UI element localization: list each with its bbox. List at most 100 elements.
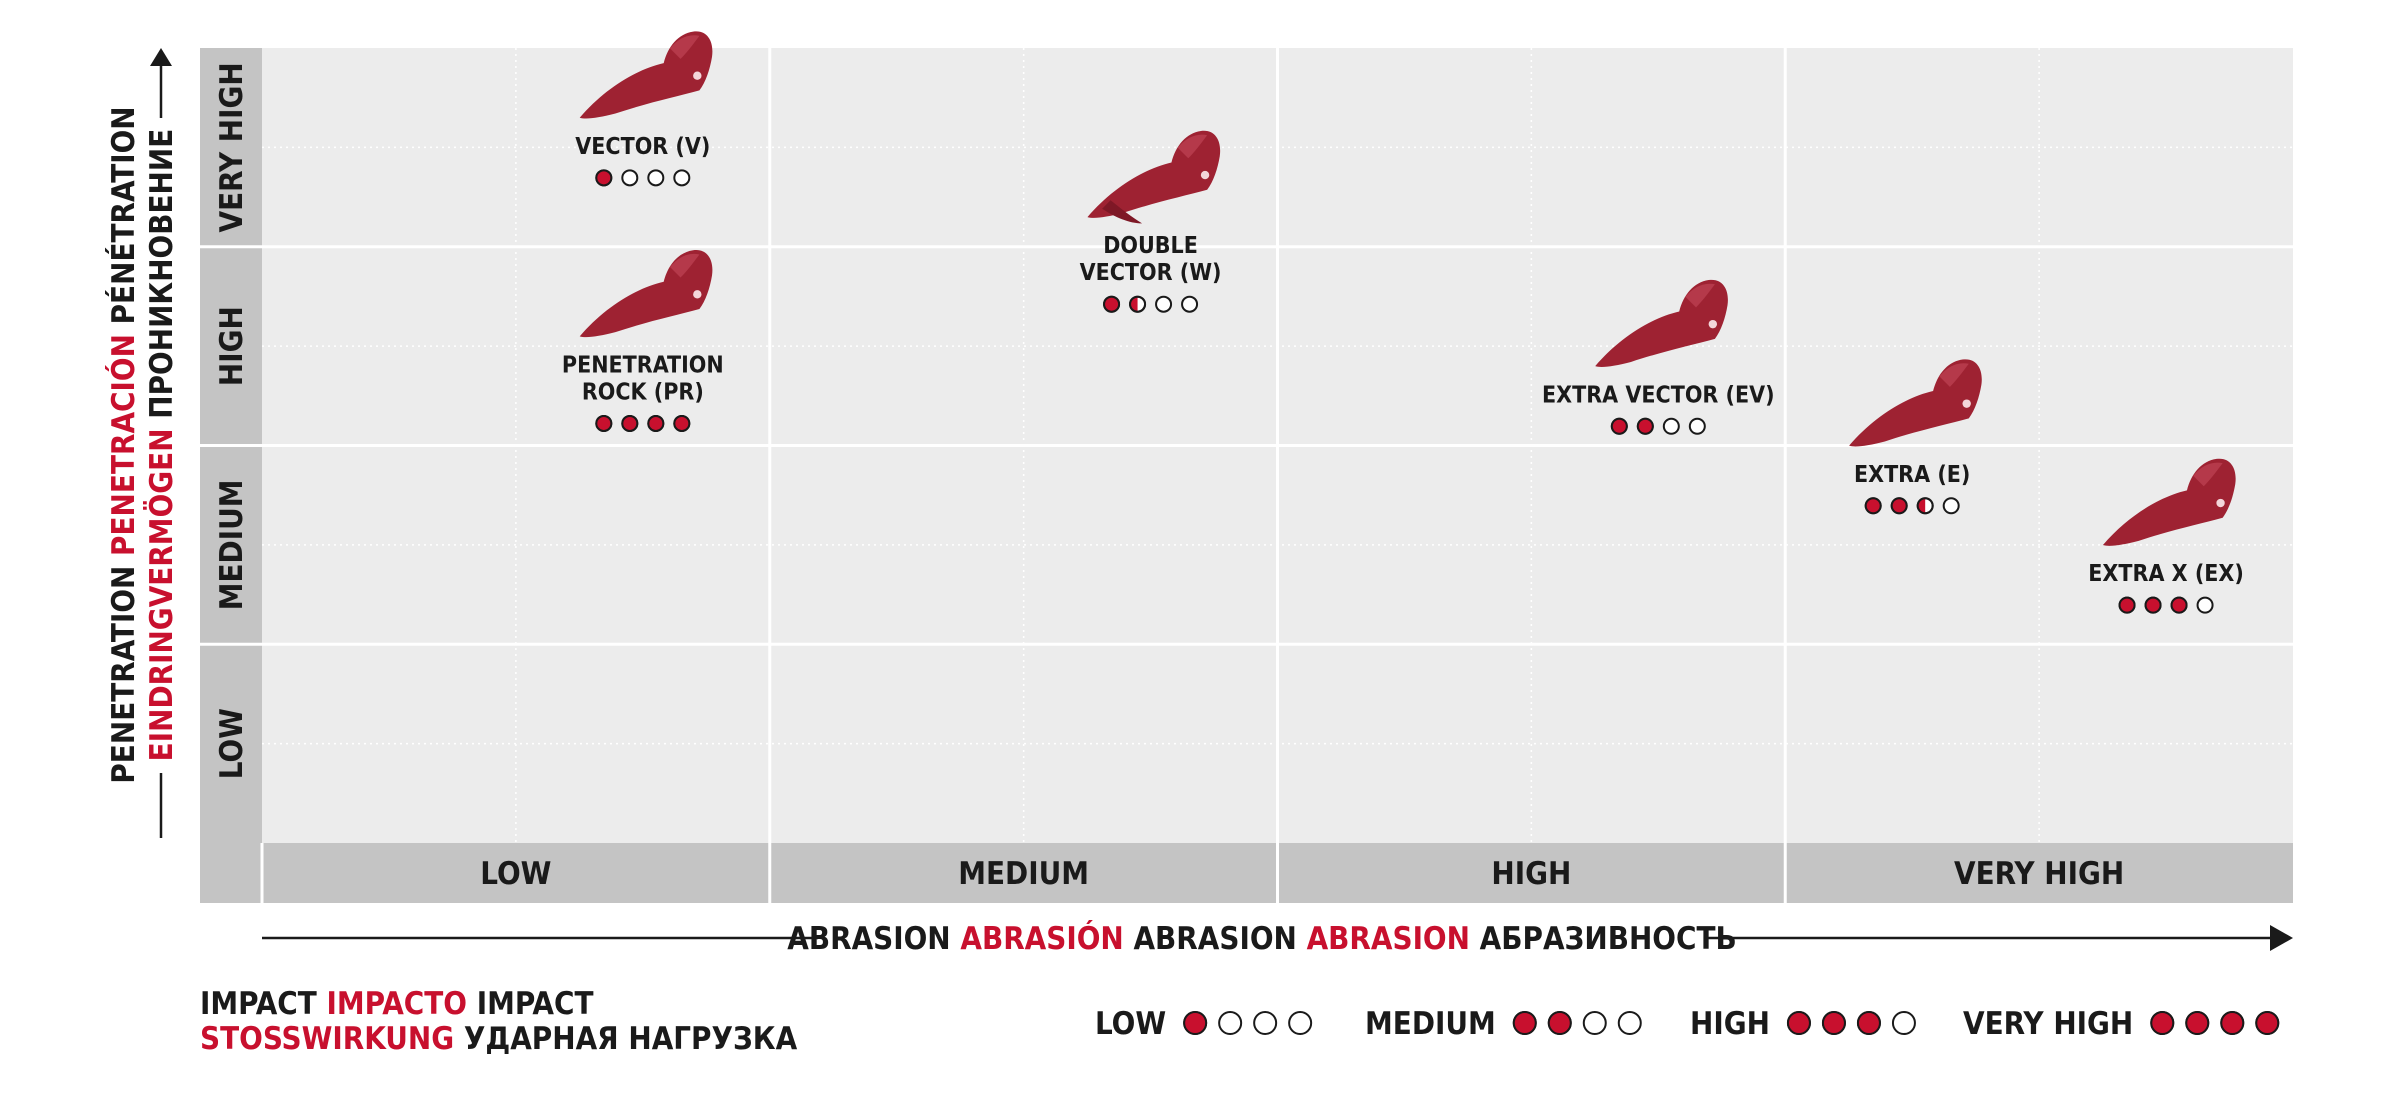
y-tick-label: LOW [214, 708, 250, 779]
point-label: EXTRA X (EX) [2088, 561, 2244, 587]
impact-legend-label: MEDIUM [1365, 1006, 1496, 1042]
impact-dot-full [1183, 1011, 1208, 1035]
tooth-icon [579, 31, 713, 119]
impact-dot-full [1547, 1011, 1572, 1035]
x-axis-band [200, 843, 2293, 903]
y-axis-title: PENETRATION PENETRACIÓN PÉNÉTRATION [105, 106, 142, 783]
point-impact-dots [1103, 295, 1199, 313]
tooth-pin-hole [693, 290, 702, 299]
tooth-pin-hole [693, 71, 702, 80]
impact-dot [1617, 1011, 1642, 1035]
y-tick-label: VERY HIGH [214, 62, 250, 232]
impact-dot [1662, 417, 1680, 435]
x-axis-arrow-head [2270, 925, 2293, 951]
tooth-pin-hole [1708, 319, 1718, 329]
point-impact-dots [1864, 497, 1960, 515]
point-impact-dots [2118, 596, 2214, 614]
y-tick-label: HIGH [214, 306, 250, 386]
impact-dot-full [2255, 1011, 2280, 1035]
impact-dot [1582, 1011, 1607, 1035]
impact-dot-full [1864, 497, 1882, 515]
point-label: ROCK (PR) [582, 379, 704, 405]
point-label: VECTOR (V) [575, 134, 710, 160]
point-impact-dots [1610, 417, 1706, 435]
impact-legend-title: IMPACT IMPACTO IMPACT [200, 986, 594, 1022]
point-extra-e: EXTRA (E) [1849, 359, 1982, 515]
x-tick-label: MEDIUM [958, 856, 1089, 892]
impact-dot-full [595, 169, 613, 187]
tooth-highlight [1685, 283, 1715, 308]
tooth-highlight [1939, 363, 1969, 387]
tooth-pin-hole [1962, 399, 1971, 408]
y-axis-title-line2: EINDRINGVERMÖGEN ПРОНИКНОВЕНИЕ [143, 129, 180, 762]
impact-legend-title-line2-word: УДАРНАЯ НАГРУЗКА [454, 1021, 797, 1057]
impact-legend-dots [2150, 1011, 2280, 1035]
impact-dot-full [2170, 596, 2188, 614]
impact-dot-outline [1916, 497, 1934, 515]
tooth-highlight [670, 253, 700, 278]
impact-legend-title-line2-word: STOSSWIRKUNG [200, 1021, 454, 1057]
impact-dot-full [1512, 1011, 1537, 1035]
y-axis-title-line2-word: EINDRINGVERMÖGEN [143, 428, 180, 761]
impact-legend-dots [1786, 1011, 1916, 1035]
x-tick-label: VERY HIGH [1954, 856, 2124, 892]
x-tick-label: LOW [480, 856, 551, 892]
impact-legend-label: HIGH [1690, 1006, 1770, 1042]
impact-dot-full [1890, 497, 1908, 515]
y-tick-label: MEDIUM [214, 479, 250, 610]
impact-dot [1688, 417, 1706, 435]
impact-dot-full [2118, 596, 2136, 614]
impact-legend-dots [1183, 1011, 1313, 1035]
x-axis-title-word: АБРАЗИВНОСТЬ [1470, 921, 1737, 957]
y-axis-title-word: PENETRACIÓN [105, 334, 142, 566]
impact-legend: LOW MEDIUM HIGH VERY HIGH [1095, 1006, 2280, 1042]
point-impact-dots [595, 169, 691, 187]
x-axis-title-word: ABRASION [1297, 921, 1470, 957]
impact-dot-full [647, 414, 665, 432]
impact-dot [1891, 1011, 1916, 1035]
point-vector-v: VECTOR (V) [575, 31, 713, 187]
impact-dot-full [673, 414, 691, 432]
point-label: DOUBLE [1103, 233, 1198, 259]
impact-dot-full [1103, 295, 1121, 313]
impact-dot-full [2144, 596, 2162, 614]
y-axis-title-word: PENETRATION [106, 566, 142, 784]
impact-dot [673, 169, 691, 187]
impact-dot [1181, 295, 1199, 313]
x-axis-title-word: ABRASIÓN [951, 920, 1124, 957]
impact-dot-full [1786, 1011, 1811, 1035]
x-axis-title-word: ABRASION [1124, 921, 1297, 957]
impact-legend-title-word: IMPACT [200, 986, 317, 1022]
impact-legend-title-line2: STOSSWIRKUNG УДАРНАЯ НАГРУЗКА [200, 1021, 798, 1057]
impact-dot [1155, 295, 1173, 313]
impact-legend-title-word: IMPACTO [317, 986, 467, 1022]
tooth-icon [1087, 130, 1221, 224]
tooth-pin-hole [1200, 170, 1210, 180]
impact-dot-outline [1129, 295, 1147, 313]
major-gridlines [200, 48, 2293, 903]
point-impact-dots [595, 414, 691, 432]
impact-legend-label: VERY HIGH [1963, 1006, 2133, 1042]
impact-dot-full [1856, 1011, 1881, 1035]
impact-legend-title-word: IMPACT [467, 986, 594, 1022]
impact-dot [621, 169, 639, 187]
impact-dot [2196, 596, 2214, 614]
impact-dot [1942, 497, 1960, 515]
impact-legend-dots [1512, 1011, 1642, 1035]
tooth-highlight [670, 35, 700, 59]
tooth-pin-hole [2216, 498, 2225, 508]
tooth-fork [1102, 200, 1143, 224]
y-axis-title-word: PÉNÉTRATION [106, 106, 142, 334]
impact-dot-full [2185, 1011, 2210, 1035]
impact-dot-full [1636, 417, 1654, 435]
point-label: EXTRA (E) [1854, 462, 1970, 488]
impact-dot [1288, 1011, 1313, 1035]
tooth-highlight [2193, 462, 2223, 487]
y-axis-arrow-head [150, 48, 172, 66]
impact-dot-full [2150, 1011, 2175, 1035]
impact-dot-full [2220, 1011, 2245, 1035]
tooth-icon [1595, 279, 1728, 367]
